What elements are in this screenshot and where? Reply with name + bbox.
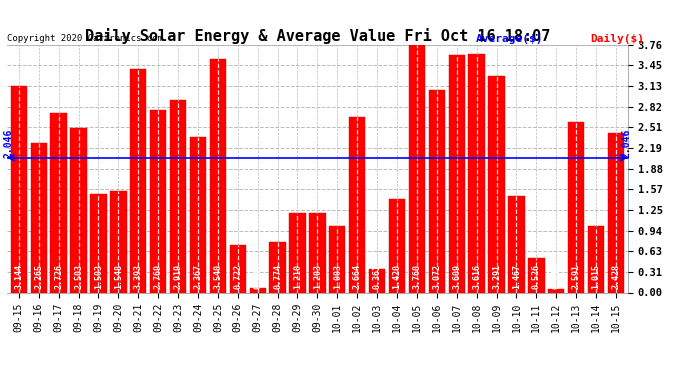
Bar bbox=[548, 290, 564, 292]
Bar bbox=[50, 113, 67, 292]
Bar bbox=[309, 213, 326, 292]
Text: 1.503: 1.503 bbox=[94, 264, 103, 289]
Bar bbox=[528, 258, 544, 292]
Text: Copyright 2020 Cartronics.com: Copyright 2020 Cartronics.com bbox=[7, 34, 163, 43]
Bar bbox=[428, 90, 445, 292]
Text: Daily($): Daily($) bbox=[590, 34, 644, 44]
Text: 0.048: 0.048 bbox=[552, 264, 561, 289]
Bar bbox=[329, 226, 346, 292]
Bar bbox=[130, 69, 146, 292]
Text: 1.003: 1.003 bbox=[333, 264, 342, 289]
Text: 2.265: 2.265 bbox=[34, 264, 43, 289]
Text: 0.361: 0.361 bbox=[373, 264, 382, 289]
Text: 0.722: 0.722 bbox=[233, 264, 242, 289]
Bar bbox=[110, 190, 126, 292]
Text: 1.467: 1.467 bbox=[512, 264, 521, 289]
Bar bbox=[10, 86, 27, 292]
Text: 2.428: 2.428 bbox=[611, 264, 620, 289]
Text: 1.203: 1.203 bbox=[313, 264, 322, 289]
Text: 1.420: 1.420 bbox=[393, 264, 402, 289]
Text: 2.503: 2.503 bbox=[74, 264, 83, 289]
Bar bbox=[568, 122, 584, 292]
Bar bbox=[509, 196, 524, 292]
Text: 3.609: 3.609 bbox=[452, 264, 461, 289]
Bar bbox=[269, 242, 286, 292]
Bar bbox=[489, 76, 504, 292]
Bar bbox=[588, 226, 604, 292]
Text: 3.144: 3.144 bbox=[14, 264, 23, 289]
Text: 0.526: 0.526 bbox=[532, 264, 541, 289]
Text: 2.591: 2.591 bbox=[571, 264, 581, 289]
Bar bbox=[289, 213, 306, 292]
Text: 2.919: 2.919 bbox=[174, 264, 183, 289]
Text: 1.548: 1.548 bbox=[114, 264, 123, 289]
Text: 3.616: 3.616 bbox=[472, 264, 481, 289]
Bar bbox=[369, 269, 385, 292]
Text: 1.210: 1.210 bbox=[293, 264, 302, 289]
Bar bbox=[250, 288, 266, 292]
Bar bbox=[170, 100, 186, 292]
Text: 1.015: 1.015 bbox=[591, 264, 600, 289]
Bar bbox=[210, 60, 226, 292]
Bar bbox=[349, 117, 366, 292]
Bar bbox=[448, 55, 465, 292]
Text: 2.046: 2.046 bbox=[3, 129, 14, 158]
Bar bbox=[150, 110, 166, 292]
Text: 3.540: 3.540 bbox=[213, 264, 222, 289]
Bar bbox=[469, 54, 485, 292]
Text: 0.063: 0.063 bbox=[253, 264, 262, 289]
Bar bbox=[389, 199, 405, 292]
Bar bbox=[230, 245, 246, 292]
Bar bbox=[70, 128, 87, 292]
Text: 0.774: 0.774 bbox=[273, 264, 282, 289]
Text: Average($): Average($) bbox=[476, 34, 544, 44]
Bar bbox=[608, 133, 624, 292]
Text: 2.046: 2.046 bbox=[621, 129, 631, 158]
Text: 2.367: 2.367 bbox=[193, 264, 202, 289]
Bar bbox=[90, 194, 107, 292]
Text: 3.393: 3.393 bbox=[134, 264, 143, 289]
Text: 3.760: 3.760 bbox=[413, 264, 422, 289]
Bar bbox=[408, 45, 425, 292]
Text: 3.291: 3.291 bbox=[492, 264, 501, 289]
Text: 3.072: 3.072 bbox=[433, 264, 442, 289]
Bar bbox=[30, 143, 47, 292]
Title: Daily Solar Energy & Average Value Fri Oct 16 18:07: Daily Solar Energy & Average Value Fri O… bbox=[85, 28, 550, 44]
Text: 2.664: 2.664 bbox=[353, 264, 362, 289]
Text: 2.769: 2.769 bbox=[154, 264, 163, 289]
Text: 2.726: 2.726 bbox=[54, 264, 63, 289]
Bar bbox=[190, 137, 206, 292]
